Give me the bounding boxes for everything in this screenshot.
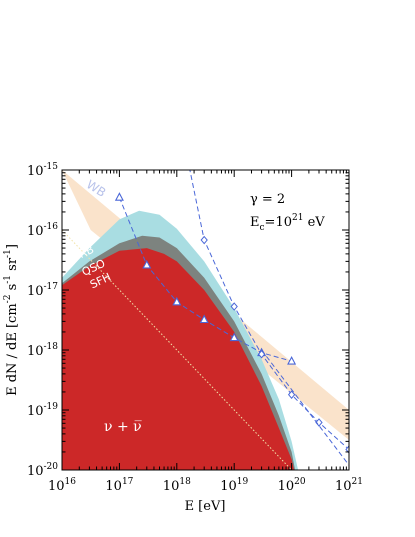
x-tick-label: 1016 bbox=[48, 477, 76, 494]
band-sfh bbox=[62, 248, 294, 470]
ec-annotation: Ec=1021 eV bbox=[250, 213, 325, 233]
y-axis-title: E dN / dE [cm-2 s-1 sr-1] bbox=[3, 244, 20, 396]
diamond-marker bbox=[345, 445, 349, 454]
triangle-marker bbox=[142, 259, 152, 269]
y-tick-label: 10-16 bbox=[27, 222, 58, 239]
dotted-line bbox=[62, 229, 292, 470]
x-tick-label: 1020 bbox=[278, 477, 306, 494]
diamond-marker bbox=[287, 390, 296, 399]
plot-area bbox=[62, 170, 349, 470]
gamma-annotation: γ = 2 bbox=[250, 192, 285, 207]
neutrino-label: ν + ν̅ bbox=[104, 419, 142, 435]
x-tick-label: 1021 bbox=[335, 477, 363, 494]
triangle-marker bbox=[287, 356, 297, 365]
triangle-marker bbox=[229, 332, 239, 342]
x-tick-label: 1017 bbox=[105, 477, 133, 494]
x-tick-label: 1018 bbox=[163, 477, 191, 494]
y-tick-label: 10-18 bbox=[27, 342, 58, 359]
y-tick-label: 10-19 bbox=[27, 402, 58, 419]
x-axis-title: E [eV] bbox=[185, 499, 226, 514]
axis-tick-labels: 1016 1017 1018 1019 1020 1021 10-15 10-16 10-17 1… bbox=[27, 162, 363, 494]
y-tick-label: 10-17 bbox=[27, 282, 58, 299]
x-tick-label: 1019 bbox=[220, 477, 248, 494]
source-bands bbox=[62, 210, 299, 470]
axis-ticks bbox=[61, 169, 350, 471]
y-tick-label: 10-15 bbox=[27, 162, 58, 179]
triangle-marker bbox=[172, 296, 182, 306]
triangle-marker bbox=[114, 192, 124, 201]
diamond-marker bbox=[230, 302, 238, 311]
series-group bbox=[114, 170, 349, 466]
series-plain-line bbox=[261, 349, 349, 466]
diamond-marker bbox=[200, 235, 208, 245]
triangle-marker bbox=[199, 314, 209, 324]
y-tick-label: 10-20 bbox=[27, 462, 58, 479]
plot-frame bbox=[61, 169, 350, 471]
